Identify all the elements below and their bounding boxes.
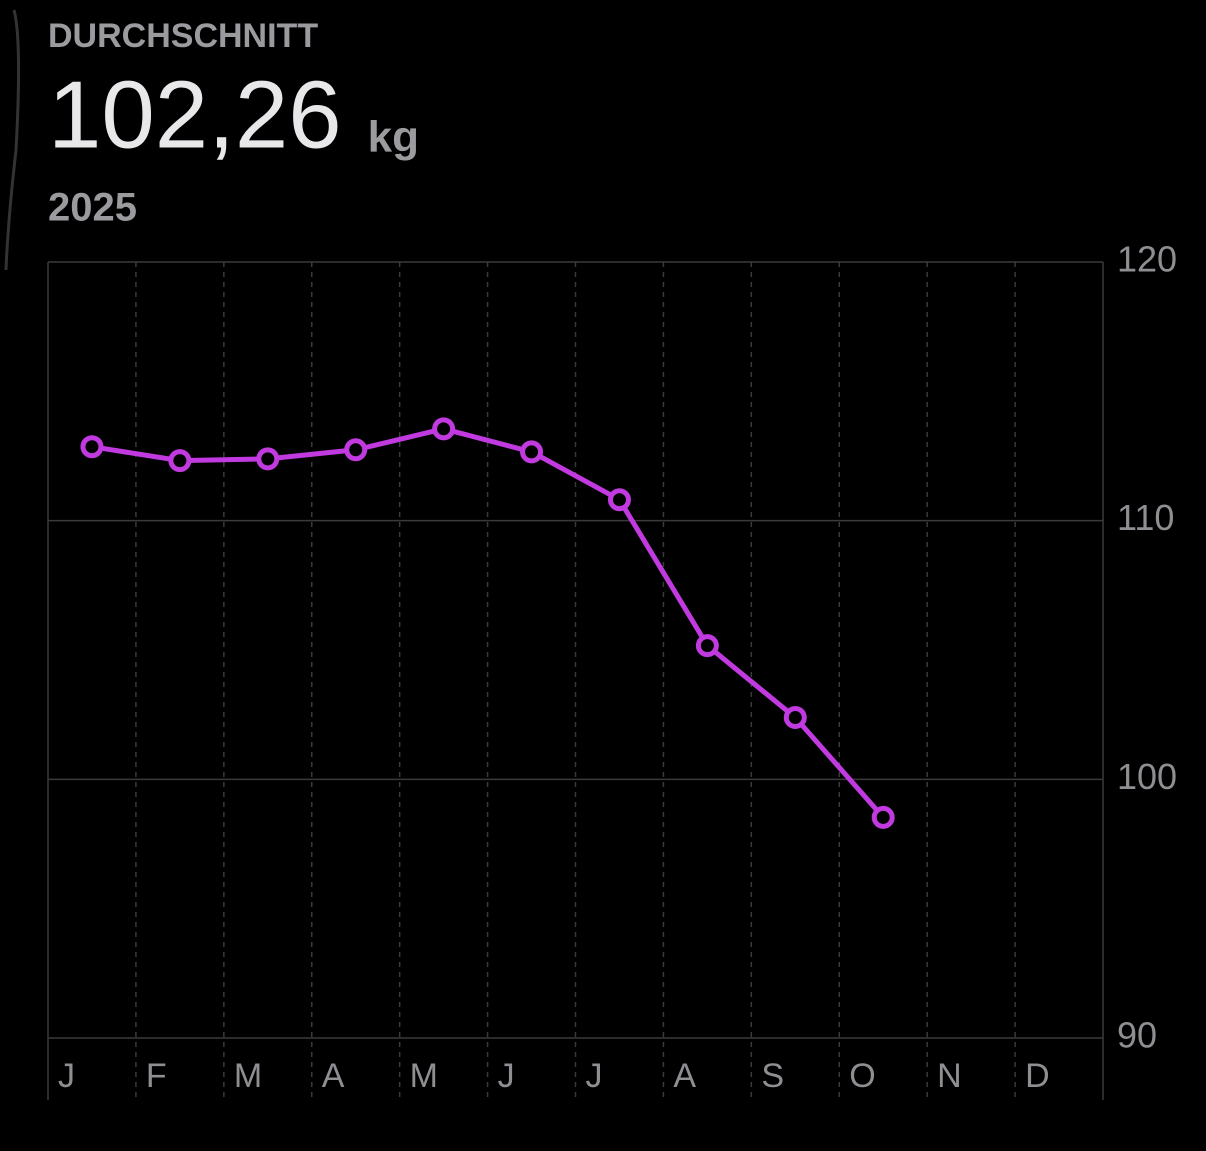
data-point	[344, 438, 368, 462]
data-point	[695, 634, 719, 658]
x-tick-label: S	[761, 1057, 784, 1095]
x-tick-label: J	[586, 1057, 603, 1095]
x-tick-label: M	[234, 1057, 262, 1095]
x-tick-label: O	[849, 1057, 875, 1095]
summary-value: 102,26	[48, 61, 342, 168]
x-tick-label: A	[322, 1057, 345, 1095]
x-tick-label: N	[937, 1057, 962, 1095]
data-point	[168, 449, 192, 473]
summary-period: 2025	[48, 186, 137, 230]
edge-decoration	[4, 9, 21, 271]
summary-unit: kg	[368, 113, 419, 162]
y-tick-label: 110	[1117, 497, 1174, 538]
x-tick-label: A	[673, 1057, 696, 1095]
x-tick-label: D	[1025, 1057, 1050, 1095]
y-tick-label: 90	[1117, 1015, 1157, 1056]
data-point	[432, 417, 456, 441]
x-tick-label: F	[146, 1057, 167, 1095]
y-tick-label: 120	[1117, 239, 1177, 280]
x-tick-label: J	[498, 1057, 515, 1095]
data-point	[783, 706, 807, 730]
x-tick-label: M	[410, 1057, 438, 1095]
data-line	[91, 426, 886, 820]
data-point	[80, 435, 104, 459]
y-tick-label: 100	[1117, 756, 1177, 797]
summary-title: DURCHSCHNITT	[48, 17, 318, 55]
data-point	[607, 488, 631, 512]
data-point	[256, 447, 280, 471]
x-tick-label: J	[58, 1057, 75, 1095]
data-point	[871, 805, 895, 829]
data-point	[520, 440, 544, 464]
